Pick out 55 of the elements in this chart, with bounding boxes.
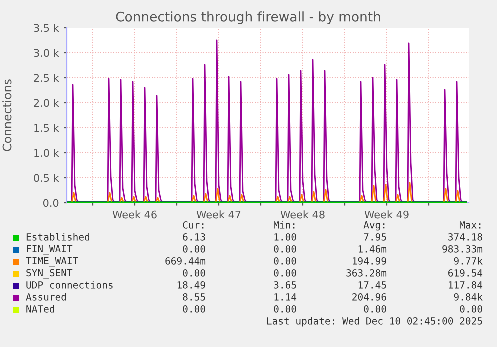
text: 204.96 [352,293,386,301]
text: Max: [460,222,481,229]
x-tick-label: Week 47 [196,210,241,219]
text: 0.00 [460,305,482,313]
text: 669.44m [166,257,206,265]
legend-label: Established [26,233,90,241]
text: 0.00 [183,269,206,277]
text: 1.14 [274,294,297,301]
x-tick-label: Week 48 [280,210,325,219]
text: 0.00 [364,305,386,313]
y-tick-label: 1.0 k [34,149,60,158]
y-tick-label: 3.0 k [34,49,60,58]
text: 983.33m [442,245,483,253]
text: 17.45 [358,282,386,289]
text: Avg: [364,222,385,231]
text: 0.00 [183,305,206,313]
y-tick-label: 0.0 [43,199,59,208]
legend-label: FIN_WAIT [27,245,73,255]
y-tick-label: 3.5 k [34,24,60,32]
legend-label: TIME_WAIT [26,257,78,267]
text: 0.00 [274,257,296,265]
text: 0.00 [274,245,296,253]
legend-label: Assured [26,293,66,301]
x-tick-label: Week 49 [364,210,409,219]
text: 1.00 [274,233,296,241]
y-tick-label: 1.5 k [34,124,60,132]
x-tick-label: Week 46 [112,210,157,219]
legend-label: SYN_SENT [26,269,73,279]
text: 619.54 [448,269,483,277]
y-tick-label: 2.0 k [34,99,60,108]
text: Min: [274,221,295,229]
y-tick-label: 2.5 k [34,74,60,82]
text: 3.65 [274,281,296,289]
text: 0.00 [274,269,296,277]
text: 6.13 [183,233,206,241]
text: 194.99 [353,257,386,265]
text: 1.46m [358,245,387,253]
text: 18.49 [178,281,206,289]
line-series [71,40,464,203]
text: 0.00 [274,305,296,313]
text: 117.84 [449,281,483,289]
text: 0.00 [183,245,206,253]
y-tick-label: 0.5 k [34,174,60,182]
text: 374.18 [448,233,482,241]
text: Last update: Wed Dec 10 02:45:00 2025 [267,317,482,327]
chart-title: Connections through firewall - by month [116,12,380,24]
text: 9.84k [454,293,483,301]
text: 363.28m [346,269,387,277]
legend-label: NATed [26,305,54,313]
text: 9.77k [454,257,483,265]
legend-label: UDP connections [26,281,113,289]
y-axis-title: Connections [2,80,12,152]
text: 8.55 [183,293,206,301]
text: 7.95 [364,233,386,241]
text: Cur: [183,221,204,229]
